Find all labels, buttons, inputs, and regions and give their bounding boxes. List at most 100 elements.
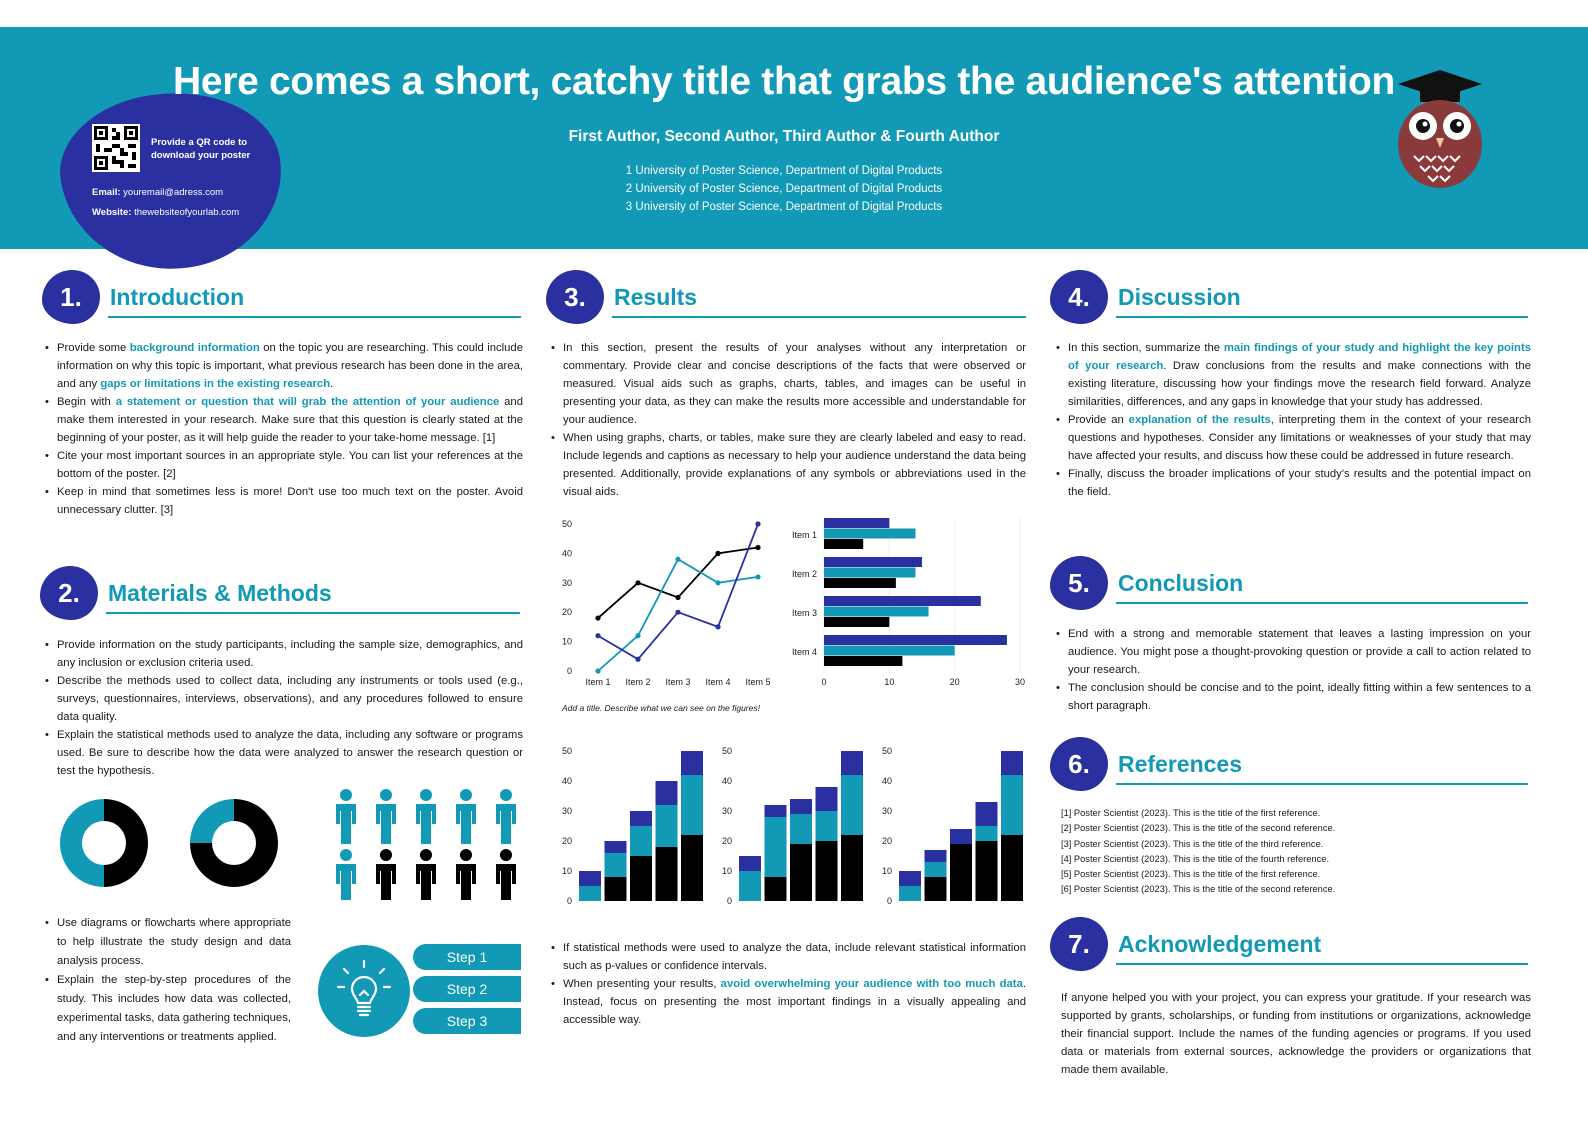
person-icon <box>376 789 396 844</box>
bar-segment <box>975 802 998 826</box>
y-tick-label: Item 3 <box>792 608 817 618</box>
bar-segment <box>790 814 812 844</box>
bar-segment <box>739 856 761 871</box>
bar-segment <box>924 850 947 862</box>
y-tick-label: 0 <box>567 896 572 906</box>
bullet-item: Explain the step-by-step procedures of t… <box>45 971 291 1047</box>
bullet-text: Explain the statistical methods used to … <box>57 729 523 777</box>
series-line <box>597 523 759 661</box>
section-number-badge: 3. <box>546 270 604 324</box>
bar <box>824 656 903 666</box>
x-tick-label: 20 <box>950 677 960 687</box>
x-tick-label: Item 2 <box>625 677 650 687</box>
reference-item: [5] Poster Scientist (2023). This is the… <box>1061 869 1321 880</box>
data-point <box>675 609 681 615</box>
bar-segment <box>975 841 998 901</box>
bar <box>824 557 922 567</box>
y-tick-label: Item 1 <box>792 530 817 540</box>
bullet-text: Explain the step-by-step procedures of t… <box>57 974 291 1043</box>
bar-segment <box>841 835 863 901</box>
email-link[interactable]: youremail@adress.com <box>123 187 224 198</box>
y-tick-label: 40 <box>562 548 572 558</box>
person-head <box>420 789 432 801</box>
bar-segment <box>815 787 838 811</box>
bullet-text: When using graphs, charts, or tables, ma… <box>563 432 1026 498</box>
bullet-text: In this section, present the results of … <box>563 342 1026 426</box>
bullet-item: When presenting your results, avoid over… <box>551 975 1026 1029</box>
section-introduction-header: 1. Introduction <box>42 270 522 330</box>
line-chart: 0 10 20 30 40 50 Item 1 Item 2 Item 3 Item 4 Item … <box>562 519 771 687</box>
references-list: [1] Poster Scientist (2023). This is the… <box>1061 806 1335 898</box>
bar-segment <box>924 862 947 877</box>
person-icon <box>456 849 476 900</box>
person-head <box>460 789 472 801</box>
bullet-item: Explain the statistical methods used to … <box>45 726 523 780</box>
qr-code-icon <box>92 124 140 172</box>
bar <box>824 596 981 606</box>
x-tick-label: 30 <box>1015 677 1025 687</box>
bar-segment <box>1001 835 1023 901</box>
reference-item: [4] Poster Scientist (2023). This is the… <box>1061 853 1330 864</box>
website-label: Website: <box>92 207 132 218</box>
stacked-bar-chart-2: 0 10 20 30 40 50 <box>722 746 863 906</box>
bar <box>824 578 896 588</box>
website-link[interactable]: thewebsiteofyourlab.com <box>134 207 240 218</box>
section-number-badge: 1. <box>42 270 100 324</box>
bar-segment <box>681 775 703 835</box>
person-body <box>416 864 436 900</box>
qr-caption: Provide a QR code to download your poste… <box>151 137 251 161</box>
methods-list: Provide information on the study partici… <box>45 636 523 780</box>
section-title: Results <box>614 284 698 310</box>
bar-segment <box>655 847 678 901</box>
section-underline <box>108 316 521 318</box>
stacked-bar-chart-1: 0 10 20 30 40 50 <box>562 746 703 906</box>
data-point <box>715 624 721 630</box>
bullet-text: When presenting your results, <box>563 978 721 990</box>
section-number-badge: 4. <box>1050 270 1108 324</box>
donut-slice <box>190 799 278 887</box>
bar-segment <box>630 856 652 901</box>
bar <box>824 518 890 528</box>
person-body <box>336 804 356 844</box>
data-point <box>635 580 641 586</box>
section-discussion-header: 4. Discussion <box>1050 270 1530 330</box>
bullet-item: The conclusion should be concise and to … <box>1056 679 1531 715</box>
person-head <box>380 849 392 861</box>
bullet-text: Finally, discuss the broader implication… <box>1068 468 1531 498</box>
data-point <box>635 633 641 639</box>
step-2-pill: Step 2 <box>413 976 521 1002</box>
data-point <box>675 594 681 601</box>
person-icon <box>376 849 396 900</box>
bar-segment <box>899 871 921 886</box>
data-point <box>595 668 601 674</box>
y-tick-label: 20 <box>562 607 572 617</box>
person-body <box>456 864 476 900</box>
highlight-text: background information <box>129 342 260 354</box>
section-number-badge: 6. <box>1050 737 1108 791</box>
person-head <box>500 789 512 801</box>
y-tick-label: 30 <box>562 578 572 588</box>
bullet-text: End with a strong and memorable statemen… <box>1068 628 1531 676</box>
bullet-text: Describe the methods used to collect dat… <box>57 675 523 723</box>
donut-chart-2 <box>190 799 278 887</box>
bar-segment <box>604 841 627 853</box>
person-icon <box>336 789 356 844</box>
bar-segment <box>630 811 652 826</box>
data-point <box>755 521 761 527</box>
bullet-item: If statistical methods were used to anal… <box>551 939 1026 975</box>
bar-segment <box>950 844 972 901</box>
highlight-text: a statement or question that will grab t… <box>115 396 500 408</box>
introduction-list: Provide some background information on t… <box>45 339 523 519</box>
bar-segment <box>681 751 703 775</box>
discussion-list: In this section, summarize the main find… <box>1056 339 1531 501</box>
bullet-text: Begin with <box>57 396 116 408</box>
bar-segment <box>815 841 838 901</box>
x-tick-label: 10 <box>884 677 894 687</box>
y-tick-label: 0 <box>727 896 732 906</box>
bar <box>824 606 929 617</box>
donut-slice <box>60 799 104 887</box>
section-title: Materials & Methods <box>108 580 332 606</box>
bullet-item: Finally, discuss the broader implication… <box>1056 465 1531 501</box>
bar-segment <box>739 871 761 901</box>
section-underline <box>1116 316 1528 318</box>
